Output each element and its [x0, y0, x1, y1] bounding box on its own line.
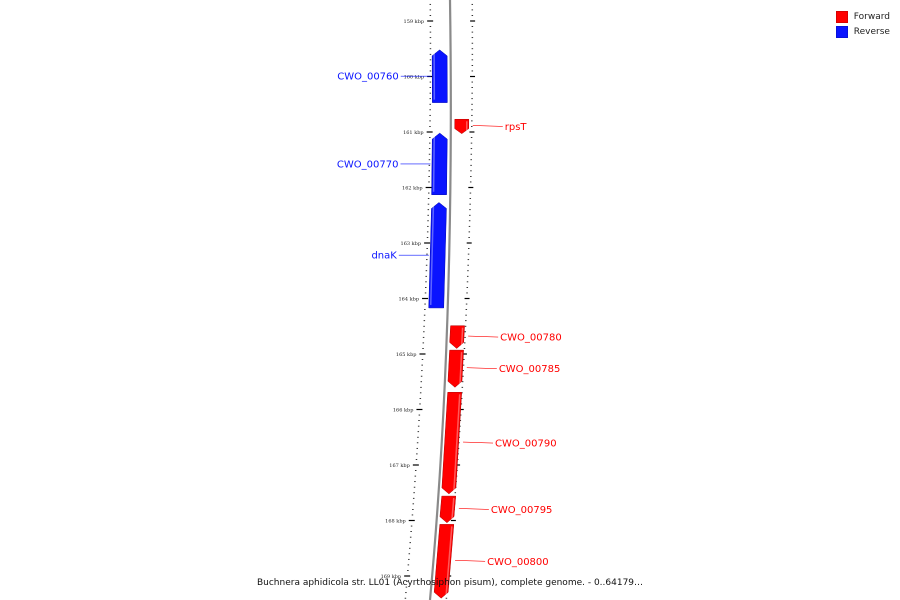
gene-arrow-cwo-00795[interactable]: [439, 495, 457, 524]
gene-arrow-cwo-00790[interactable]: [441, 392, 462, 495]
gene-highlight: [459, 352, 463, 385]
gene-label-cwo-00800[interactable]: CWO_00800: [487, 557, 549, 568]
gene-highlight: [453, 394, 461, 491]
legend-item-forward[interactable]: Forward: [835, 9, 890, 24]
leader-line: [472, 125, 503, 127]
strand-legend: Forward Reverse: [835, 9, 890, 39]
gene-features[interactable]: [428, 49, 470, 599]
tick-label: 162 kbp: [402, 186, 423, 192]
tick-label: 169 kbp: [381, 574, 402, 580]
label-leader-lines: [398, 75, 503, 562]
gene-label-cwo-00780[interactable]: CWO_00780: [500, 333, 562, 344]
gene-highlight: [460, 327, 464, 346]
gene-arrow-cwo-00800[interactable]: [433, 524, 455, 599]
gene-highlight: [429, 204, 435, 305]
tick-label: 166 kbp: [393, 408, 414, 414]
tick-label: 160 kbp: [404, 75, 425, 81]
gene-arrow-cwo-00770[interactable]: [431, 132, 448, 195]
gene-highlight: [445, 526, 453, 596]
gene-arrow-rpst[interactable]: [454, 118, 470, 134]
gene-label-rpst[interactable]: rpsT: [505, 122, 528, 133]
tick-label: 159 kbp: [404, 19, 425, 25]
gene-highlight: [432, 135, 435, 192]
legend-label: Forward: [853, 11, 890, 22]
tick-label: 167 kbp: [389, 463, 410, 469]
tick-label: 163 kbp: [401, 241, 422, 247]
leader-line: [468, 335, 499, 338]
gene-arrow-cwo-00780[interactable]: [449, 325, 465, 349]
tick-label: 164 kbp: [398, 297, 419, 303]
gene-labels[interactable]: CWO_00760 rpsT CWO_00770 dnaK CWO_00780 CWO_0…: [337, 72, 562, 568]
tick-label: 161 kbp: [403, 130, 424, 136]
leader-line: [463, 441, 494, 444]
leader-line: [466, 367, 497, 370]
gene-highlight: [451, 498, 455, 520]
reverse-swatch: [835, 25, 848, 38]
map-caption: Buchnera aphidicola str. LL01 (Acyrthosi…: [256, 578, 644, 588]
gene-label-cwo-00790[interactable]: CWO_00790: [495, 439, 557, 450]
leader-line: [455, 559, 486, 562]
gene-arrow-dnak[interactable]: [428, 202, 447, 309]
legend-item-reverse[interactable]: Reverse: [835, 24, 890, 39]
leader-line: [458, 508, 489, 510]
tick-label: 165 kbp: [396, 352, 417, 358]
genome-backbone: [428, 0, 452, 600]
forward-swatch: [835, 10, 848, 23]
tick-label: 168 kbp: [385, 519, 406, 525]
gene-label-cwo-00785[interactable]: CWO_00785: [499, 364, 561, 375]
gene-label-cwo-00795[interactable]: CWO_00795: [491, 505, 553, 516]
gene-arrow-cwo-00760[interactable]: [431, 49, 448, 103]
inner-tick-marks: 159 kbp 160 kbp 161 kbp 162 kbp 163 kbp 164 k…: [381, 3, 434, 599]
gene-label-cwo-00760[interactable]: CWO_00760: [337, 72, 399, 83]
gene-arrow-cwo-00785[interactable]: [447, 349, 464, 388]
legend-label: Reverse: [853, 26, 890, 37]
gene-label-dnak[interactable]: dnaK: [371, 251, 397, 262]
gene-label-cwo-00770[interactable]: CWO_00770: [337, 159, 399, 170]
